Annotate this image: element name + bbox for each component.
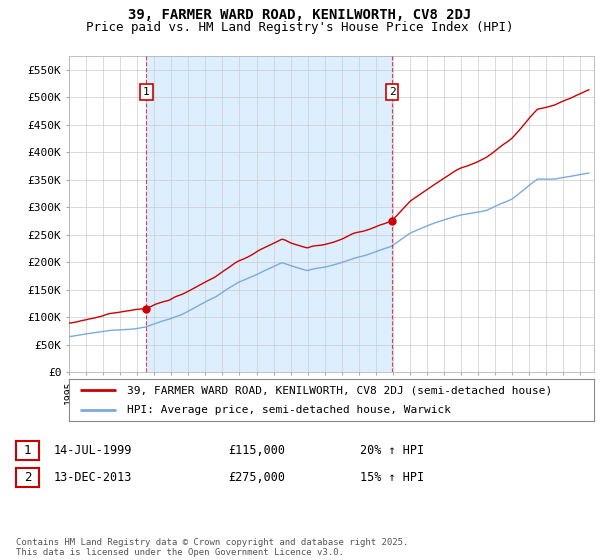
Text: 2: 2 [24, 471, 31, 484]
Text: HPI: Average price, semi-detached house, Warwick: HPI: Average price, semi-detached house,… [127, 405, 451, 415]
Text: 20% ↑ HPI: 20% ↑ HPI [360, 444, 424, 458]
Text: 39, FARMER WARD ROAD, KENILWORTH, CV8 2DJ (semi-detached house): 39, FARMER WARD ROAD, KENILWORTH, CV8 2D… [127, 385, 552, 395]
Text: 14-JUL-1999: 14-JUL-1999 [54, 444, 133, 458]
Text: 2: 2 [389, 87, 395, 97]
Text: £275,000: £275,000 [228, 471, 285, 484]
Text: Price paid vs. HM Land Registry's House Price Index (HPI): Price paid vs. HM Land Registry's House … [86, 21, 514, 34]
Text: 13-DEC-2013: 13-DEC-2013 [54, 471, 133, 484]
Bar [146, 56, 392, 372]
Text: Contains HM Land Registry data © Crown copyright and database right 2025.
This d: Contains HM Land Registry data © Crown c… [16, 538, 409, 557]
Text: £115,000: £115,000 [228, 444, 285, 458]
Text: 1: 1 [24, 444, 31, 458]
Text: 39, FARMER WARD ROAD, KENILWORTH, CV8 2DJ: 39, FARMER WARD ROAD, KENILWORTH, CV8 2D… [128, 8, 472, 22]
Text: 15% ↑ HPI: 15% ↑ HPI [360, 471, 424, 484]
Text: 1: 1 [143, 87, 150, 97]
